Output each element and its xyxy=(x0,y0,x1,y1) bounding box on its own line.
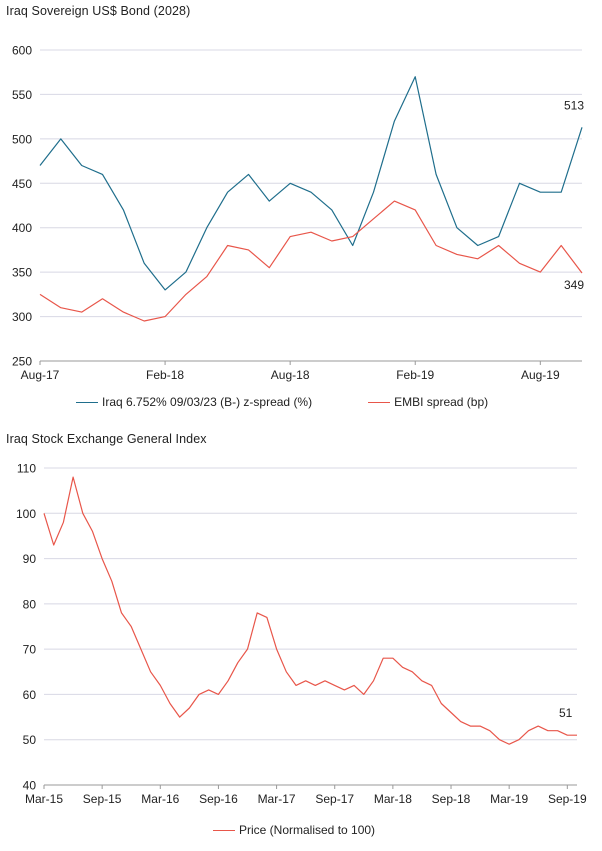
x-tick-label: Mar-19 xyxy=(490,792,528,806)
x-tick-label: Sep-16 xyxy=(199,792,238,806)
legend-label-embi: EMBI spread (bp) xyxy=(394,395,489,409)
y-tick-label: 40 xyxy=(23,779,37,793)
legend-swatch-zspread xyxy=(76,401,98,403)
y-tick-label: 70 xyxy=(23,643,37,657)
stock-chart-legend: Price (Normalised to 100) xyxy=(213,823,431,837)
bond-chart-legend: Iraq 6.752% 09/03/23 (B-) z-spread (%) E… xyxy=(76,395,544,409)
y-tick-label: 110 xyxy=(17,462,36,476)
end-value-label: 51 xyxy=(559,706,573,720)
y-tick-label: 90 xyxy=(23,552,37,566)
chart-title-bond: Iraq Sovereign US$ Bond (2028) xyxy=(6,4,191,18)
y-tick-label: 400 xyxy=(12,221,32,235)
x-tick-label: Feb-19 xyxy=(396,368,434,382)
y-tick-label: 60 xyxy=(23,688,37,702)
legend-swatch-price xyxy=(213,829,235,831)
x-tick-label: Mar-15 xyxy=(25,792,63,806)
y-tick-label: 500 xyxy=(12,132,32,146)
end-value-label: 349 xyxy=(564,278,584,292)
legend-item-price: Price (Normalised to 100) xyxy=(213,823,375,837)
y-tick-label: 50 xyxy=(23,733,37,747)
x-tick-label: Aug-19 xyxy=(521,368,560,382)
legend-item-zspread: Iraq 6.752% 09/03/23 (B-) z-spread (%) xyxy=(76,395,312,409)
x-tick-label: Sep-18 xyxy=(432,792,471,806)
series-line-1 xyxy=(39,76,583,291)
x-tick-label: Feb-18 xyxy=(146,368,184,382)
legend-label-price: Price (Normalised to 100) xyxy=(239,823,376,837)
bond-spread-chart: 250 300 350 400 450 500 550 600 Aug-17 Feb-18 Aug-… xyxy=(12,44,584,383)
series-line-2 xyxy=(39,200,583,322)
x-tick-label: Aug-18 xyxy=(271,368,310,382)
y-tick-label: 450 xyxy=(12,177,32,191)
x-tick-label: Mar-16 xyxy=(141,792,179,806)
y-tick-label: 300 xyxy=(12,310,32,324)
x-tick-label: Mar-17 xyxy=(258,792,296,806)
x-tick-label: Sep-15 xyxy=(83,792,122,806)
x-tick-label: Mar-18 xyxy=(374,792,412,806)
series-line-1 xyxy=(43,476,577,745)
y-tick-label: 250 xyxy=(12,355,32,369)
x-tick-label: Aug-17 xyxy=(21,368,60,382)
legend-swatch-embi xyxy=(368,401,391,403)
y-tick-label: 550 xyxy=(12,88,32,102)
y-tick-label: 600 xyxy=(12,44,32,58)
y-tick-label: 350 xyxy=(12,266,32,280)
y-tick-label: 80 xyxy=(23,597,37,611)
y-tick-label: 100 xyxy=(16,507,36,521)
legend-label-zspread: Iraq 6.752% 09/03/23 (B-) z-spread (%) xyxy=(102,395,313,409)
chart-title-stock: Iraq Stock Exchange General Index xyxy=(6,432,207,446)
end-value-label: 513 xyxy=(564,98,584,112)
legend-item-embi: EMBI spread (bp) xyxy=(368,395,488,409)
x-tick-label: Sep-17 xyxy=(315,792,354,806)
x-tick-label: Sep-19 xyxy=(548,792,587,806)
